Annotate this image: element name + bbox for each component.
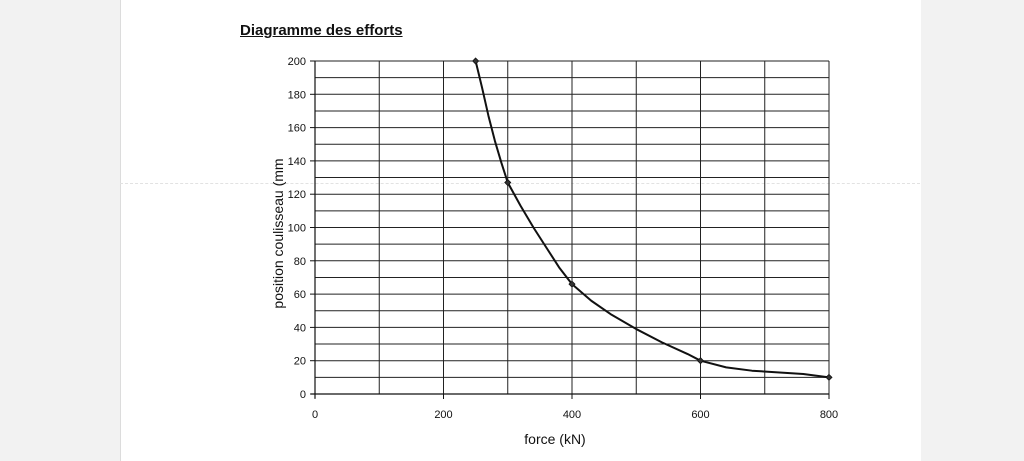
chart-title: Diagramme des efforts	[240, 22, 403, 39]
y-tick-label: 160	[288, 123, 306, 135]
x-tick-label: 200	[434, 409, 452, 421]
chart-axes: 0 20 40 60 80 100 120 140 160 180 200 0 200 400 600 800	[288, 56, 839, 421]
data-point-marker	[472, 57, 480, 65]
series-line	[474, 60, 830, 379]
chart-series	[472, 57, 833, 381]
x-tick-label: 400	[563, 409, 581, 421]
x-axis-label: force (kN)	[524, 431, 585, 447]
y-axis-label: position coulisseau (mm	[270, 158, 286, 308]
y-tick-label: 0	[300, 389, 306, 401]
document-page	[120, 0, 922, 461]
page-guide-line	[120, 183, 920, 184]
data-point-marker	[696, 357, 705, 365]
x-tick-label: 800	[820, 409, 838, 421]
y-tick-label: 20	[294, 356, 306, 368]
y-tick-label: 60	[294, 289, 306, 301]
y-tick-label: 180	[288, 89, 306, 101]
data-point-marker	[568, 280, 576, 288]
y-tick-label: 40	[294, 322, 306, 334]
data-point-marker	[504, 178, 512, 187]
y-tick-label: 200	[288, 56, 306, 68]
data-point-marker	[825, 373, 833, 381]
left-margin	[0, 0, 120, 461]
right-margin	[921, 0, 1024, 461]
y-tick-label: 120	[288, 189, 306, 201]
x-tick-label: 0	[312, 409, 318, 421]
x-tick-label: 600	[691, 409, 709, 421]
y-tick-label: 80	[294, 256, 306, 268]
y-tick-label: 140	[288, 156, 306, 168]
chart-grid	[314, 60, 830, 395]
y-tick-label: 100	[288, 223, 306, 235]
